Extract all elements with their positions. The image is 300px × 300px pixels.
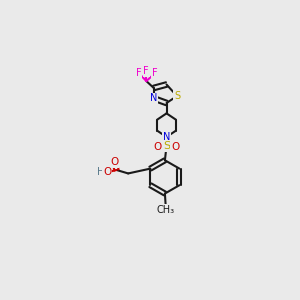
Text: S: S bbox=[174, 91, 180, 101]
Text: N: N bbox=[150, 93, 158, 103]
Text: O: O bbox=[103, 167, 111, 177]
Text: O: O bbox=[110, 157, 118, 167]
Text: F: F bbox=[143, 66, 149, 76]
Text: F: F bbox=[152, 68, 158, 78]
Text: S: S bbox=[163, 141, 170, 151]
Text: CH₃: CH₃ bbox=[157, 205, 175, 215]
Text: F: F bbox=[136, 68, 142, 78]
Text: H: H bbox=[97, 167, 104, 177]
Text: O: O bbox=[154, 142, 162, 152]
Text: O: O bbox=[171, 142, 179, 152]
Text: N: N bbox=[163, 132, 170, 142]
